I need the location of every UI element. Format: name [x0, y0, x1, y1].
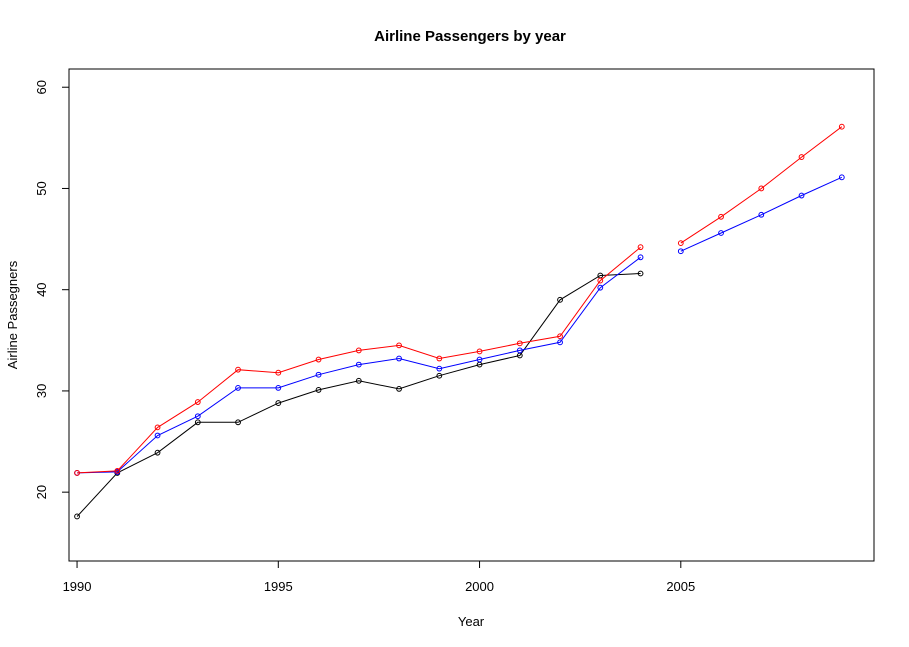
- y-tick-label: 60: [34, 80, 49, 94]
- data-point: [838, 123, 845, 130]
- data-point: [74, 513, 80, 520]
- data-point: [315, 356, 322, 363]
- data-point: [436, 365, 443, 372]
- data-point: [315, 371, 322, 378]
- data-point: [597, 284, 604, 291]
- x-tick-label: 1995: [264, 579, 293, 594]
- data-point: [396, 342, 402, 349]
- data-point: [114, 468, 121, 474]
- data-point: [516, 340, 523, 347]
- y-tick-label: 40: [34, 282, 49, 296]
- data-point: [758, 211, 765, 218]
- data-point: [637, 244, 644, 251]
- series-layer: [74, 123, 845, 520]
- data-point: [436, 372, 443, 379]
- data-point: [235, 419, 241, 426]
- y-tick-label: 20: [34, 485, 49, 499]
- data-point: [315, 387, 322, 393]
- data-point: [798, 154, 805, 160]
- axes: 1990 1995 2000 2005 20 30 40 50 60: [34, 80, 695, 594]
- series: [74, 174, 845, 476]
- data-point: [557, 296, 563, 303]
- plot-frame: [68, 68, 875, 562]
- data-point: [476, 348, 483, 355]
- y-tick-label: 50: [34, 181, 49, 195]
- data-point: [637, 270, 644, 277]
- data-point: [154, 424, 161, 431]
- data-point: [275, 400, 282, 406]
- data-point: [758, 185, 765, 192]
- data-point: [597, 277, 604, 284]
- data-point: [355, 347, 362, 354]
- data-point: [74, 470, 80, 476]
- data-point: [798, 192, 805, 199]
- y-tick-label: 30: [34, 384, 49, 398]
- y-axis-label: Airline Passegners: [5, 260, 20, 369]
- x-tick-label: 1990: [63, 579, 92, 594]
- series: [74, 270, 644, 520]
- data-point: [194, 413, 201, 420]
- series-line: [680, 176, 843, 252]
- series: [74, 123, 845, 476]
- data-point: [396, 386, 402, 392]
- data-point: [476, 356, 483, 363]
- series-line: [77, 246, 641, 474]
- data-point: [396, 355, 402, 362]
- series-line: [76, 273, 641, 517]
- series-line: [77, 256, 641, 474]
- data-point: [275, 369, 282, 376]
- data-point: [557, 333, 563, 340]
- x-axis-label: Year: [458, 614, 485, 629]
- data-point: [194, 419, 201, 426]
- data-point: [235, 366, 241, 373]
- data-point: [194, 399, 201, 405]
- data-point: [275, 384, 282, 391]
- x-tick-label: 2000: [465, 579, 494, 594]
- data-point: [355, 361, 362, 368]
- data-point: [557, 339, 563, 346]
- data-point: [718, 230, 724, 236]
- chart-title: Airline Passengers by year: [374, 28, 566, 45]
- data-point: [718, 213, 724, 220]
- data-point: [637, 254, 644, 261]
- data-point: [154, 432, 161, 439]
- data-point: [235, 384, 241, 391]
- data-point: [436, 355, 443, 362]
- series-line: [680, 126, 843, 244]
- data-point: [154, 449, 161, 456]
- data-point: [677, 248, 684, 255]
- data-point: [838, 174, 845, 181]
- data-point: [677, 240, 684, 247]
- data-point: [355, 377, 362, 384]
- x-tick-label: 2005: [666, 579, 695, 594]
- data-point: [516, 347, 523, 354]
